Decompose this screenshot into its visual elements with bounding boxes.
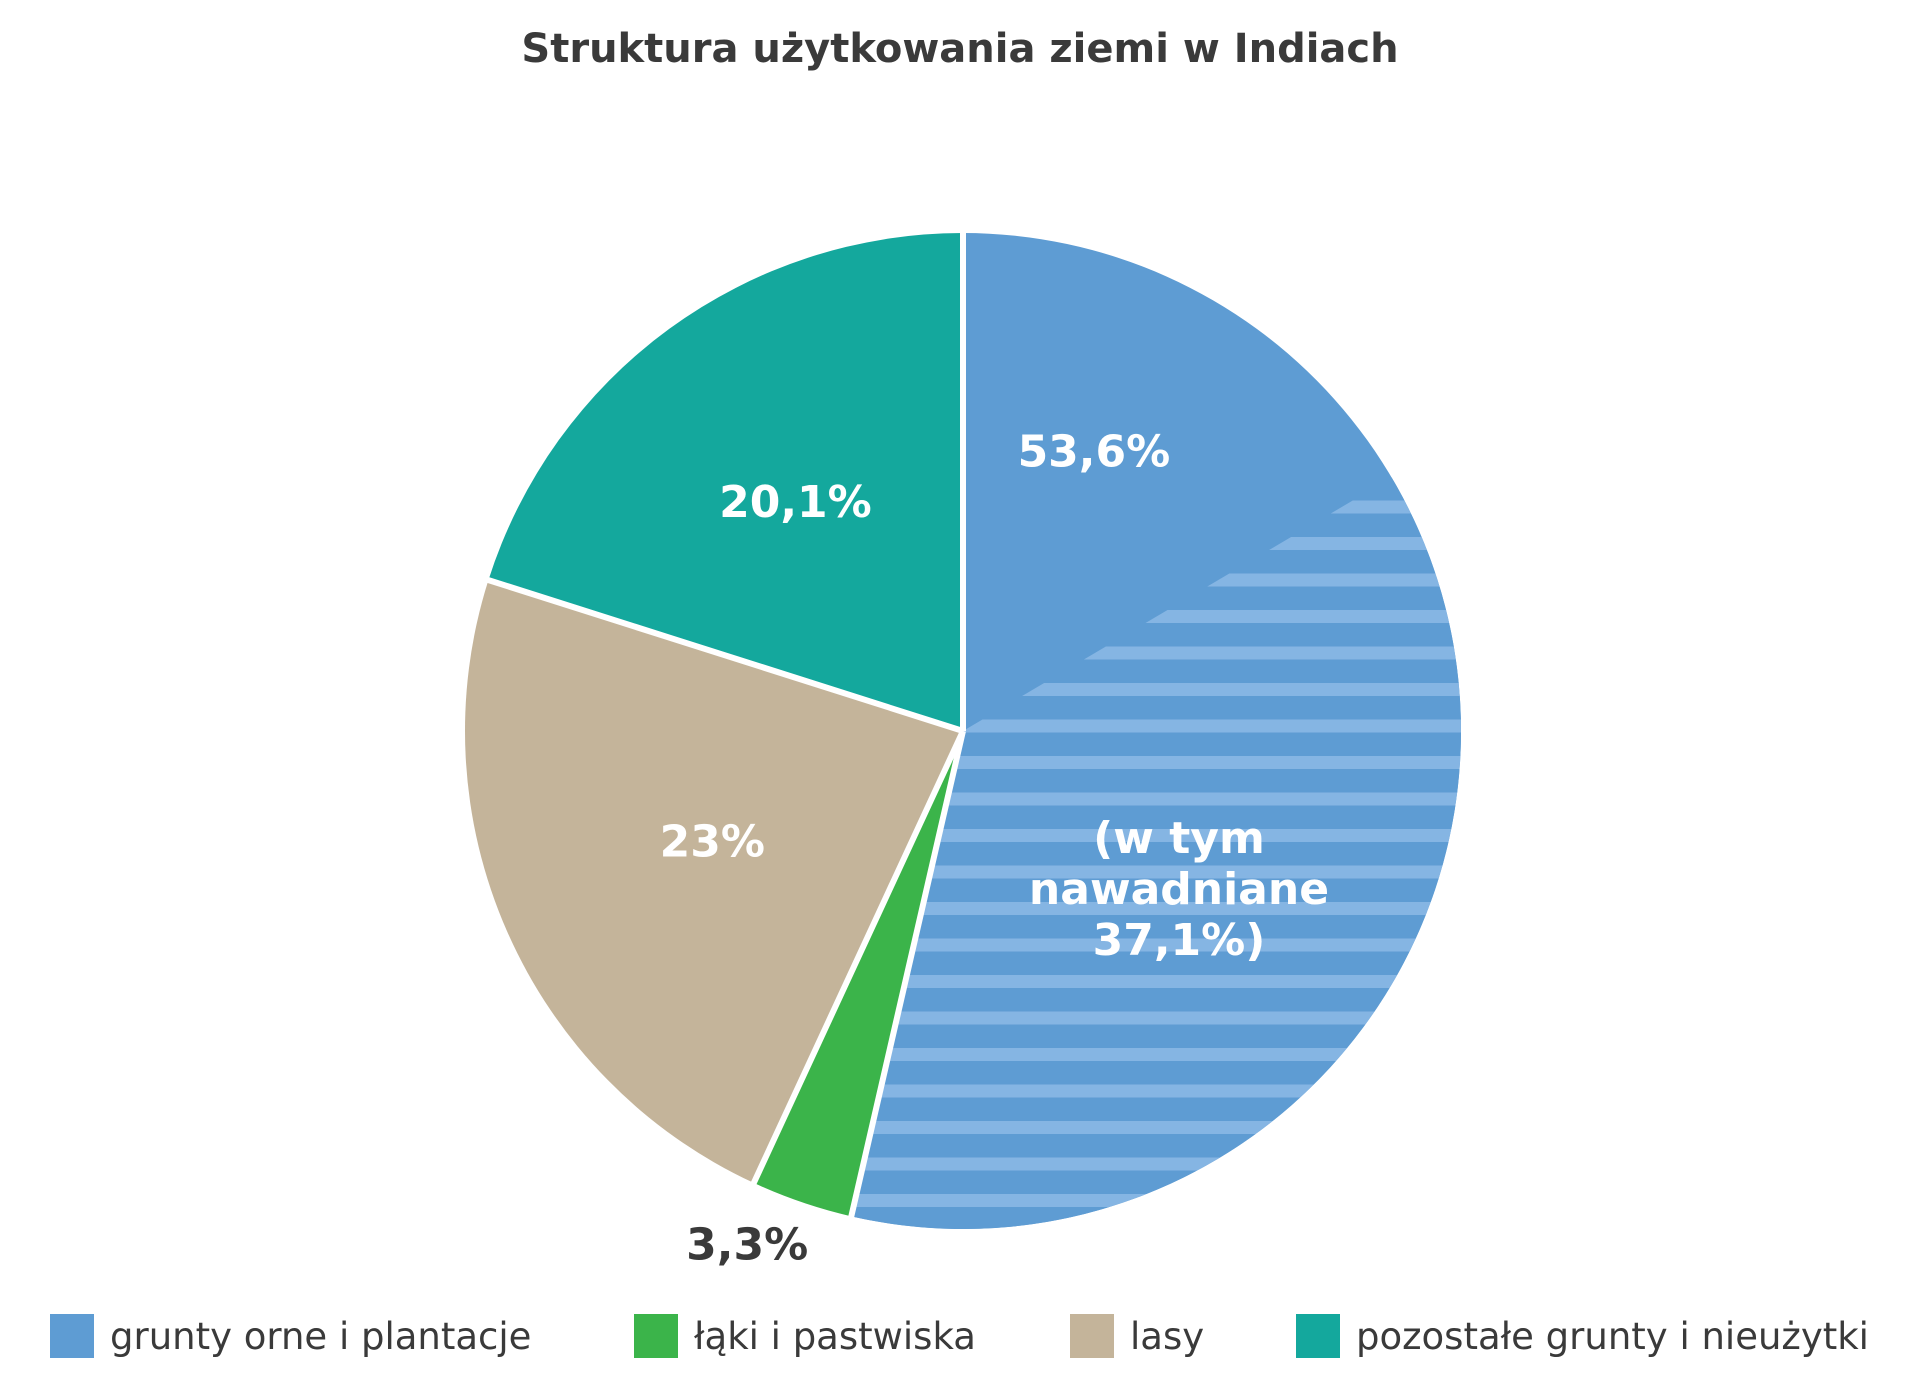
legend-item-lasy: lasy (1070, 1306, 1204, 1366)
legend-label-pozostale: pozostałe grunty i nieużytki (1356, 1314, 1869, 1358)
slice-separator (847, 730, 966, 1219)
legend-label-grunty-orne: grunty orne i plantacje (110, 1314, 532, 1358)
slice-separator (485, 576, 964, 734)
slice-label-pozostale-grunty-i-nieuzytki: 20,1% (719, 477, 872, 528)
pie-slice-laki-i-pastwiska (753, 731, 963, 1217)
pie-slice-lasy (465, 580, 963, 1183)
legend-swatch-pozostale (1296, 1314, 1340, 1358)
pie-sub-slice-nawadniane (851, 477, 1461, 1229)
legend-item-pozostale: pozostałe grunty i nieużytki (1296, 1306, 1869, 1366)
legend-label-lasy: lasy (1130, 1314, 1205, 1358)
legend-swatch-laki (634, 1314, 678, 1358)
legend-swatch-lasy (1070, 1314, 1114, 1358)
slice-label-laki-i-pastwiska: 3,3% (686, 1220, 808, 1271)
legend-item-grunty-orne: grunty orne i plantacje (50, 1306, 531, 1366)
pie-slice-pozostale-grunty-i-nieuzytki (488, 233, 963, 731)
legend: grunty orne i plantacje łąki i pastwiska… (0, 1306, 1920, 1366)
sub-slice-label-nawadniane: (w tym nawadniane 37,1%) (1029, 813, 1329, 966)
legend-label-laki: łąki i pastwiska (694, 1314, 976, 1358)
slice-label-grunty-orne-i-plantacje: 53,6% (1018, 426, 1171, 477)
chart-title: Struktura użytkowania ziemi w Indiach (521, 26, 1399, 72)
slice-separator (750, 729, 966, 1187)
legend-item-laki: łąki i pastwiska (634, 1306, 976, 1366)
slice-label-lasy: 23% (660, 816, 765, 867)
legend-swatch-grunty-orne (50, 1314, 94, 1358)
